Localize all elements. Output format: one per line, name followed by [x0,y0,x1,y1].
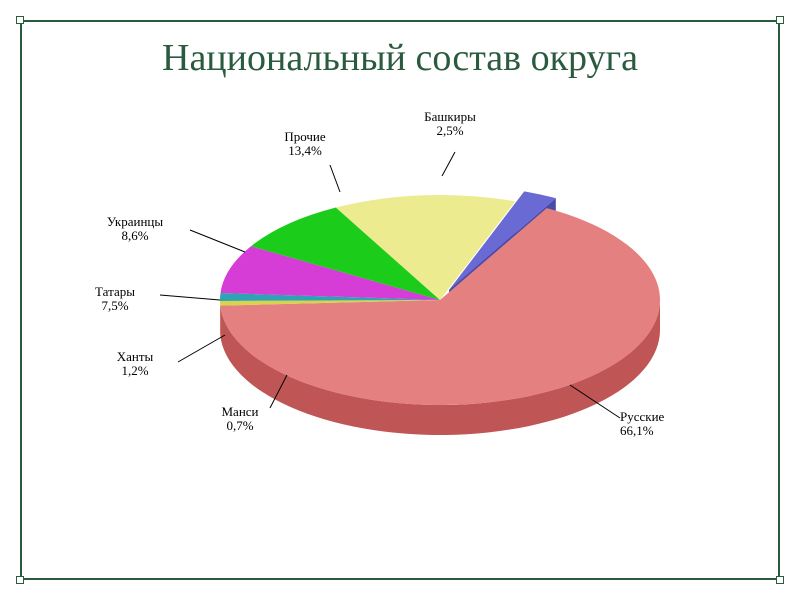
chart-label: Манси0,7% [221,405,258,434]
chart-label: Украинцы8,6% [107,215,163,244]
chart-label: Башкиры2,5% [424,110,476,139]
pie-chart: Башкиры2,5% Русские66,1% Манси0,7% Ханты1,2… [0,110,800,470]
corner-icon [776,576,784,584]
chart-label: Прочие13,4% [284,130,325,159]
chart-label: Татары7,5% [95,285,135,314]
corner-icon [16,16,24,24]
corner-icon [16,576,24,584]
chart-label: Русские66,1% [620,410,664,439]
chart-label: Ханты1,2% [117,350,154,379]
page-title: Национальный состав округа [0,36,800,80]
slide: Национальный состав округа Башкиры2,5% Ру… [0,0,800,600]
corner-icon [776,16,784,24]
